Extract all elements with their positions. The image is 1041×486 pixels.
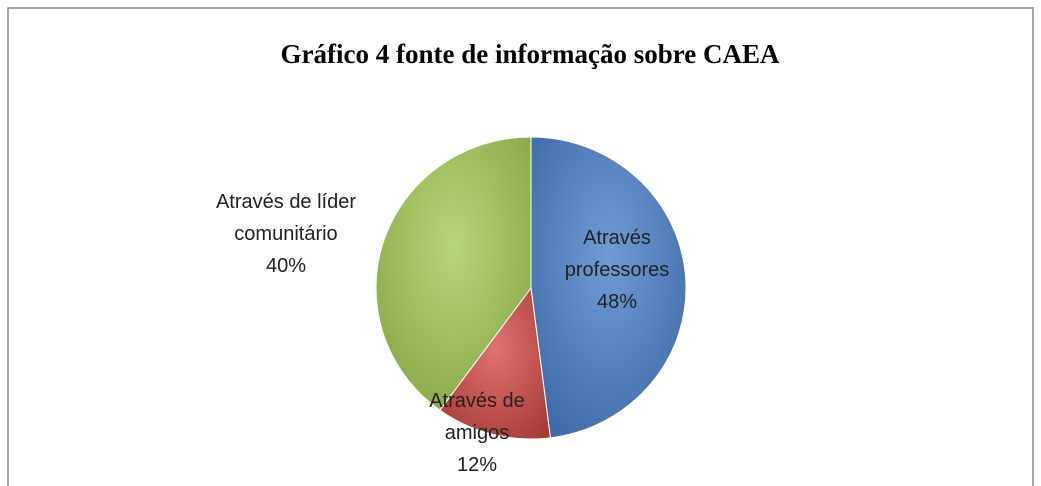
slice-name: Através professores: [564, 227, 670, 281]
slice-value: 40%: [265, 255, 307, 277]
pie-slice: [375, 136, 532, 411]
frame: [7, 7, 1034, 486]
pie-slice: [439, 286, 551, 440]
slice-value: 12%: [456, 454, 498, 476]
slice-name: Através de líder comunitário: [215, 191, 357, 245]
slice-value: 48%: [596, 291, 638, 313]
pie: [375, 136, 687, 440]
data-label: Através de amigos 12%: [412, 385, 542, 481]
chart-title: Gráfico 4 fonte de informação sobre CAEA: [281, 39, 780, 69]
data-label: Através de líder comunitário 40%: [201, 186, 371, 282]
data-label: Através professores 48%: [552, 222, 682, 318]
pie-slice: [530, 136, 687, 439]
slice-name: Através de amigos: [429, 390, 525, 444]
